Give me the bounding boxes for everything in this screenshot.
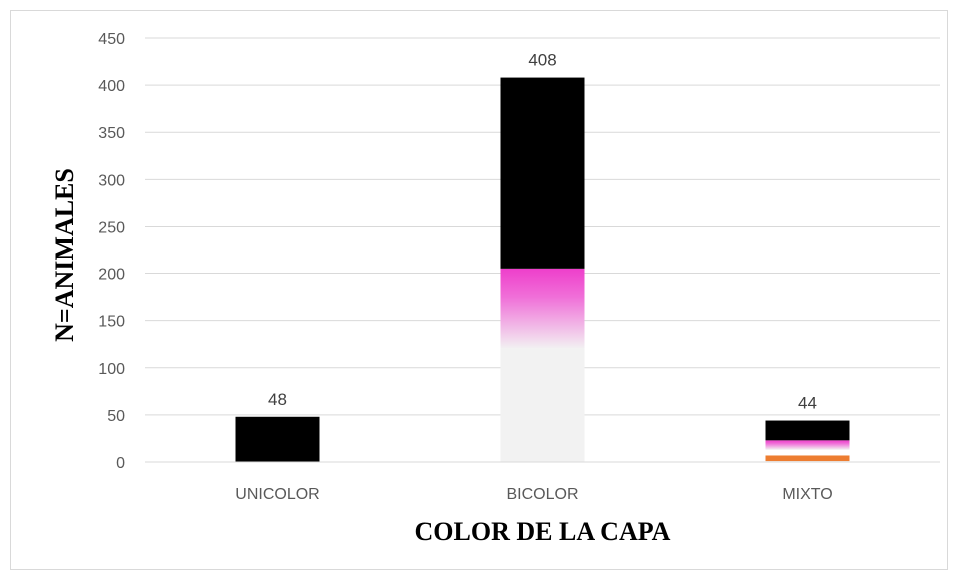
x-tick-label: UNICOLOR — [235, 486, 319, 503]
bar-segment-mixto — [765, 420, 850, 441]
y-axis-tick-labels: 0 50 100 150 200 250 300 350 400 450 — [98, 31, 125, 472]
bar-segment-mixto — [765, 440, 850, 450]
bar-segment-bicolor — [500, 268, 585, 349]
x-tick-label: BICOLOR — [506, 486, 578, 503]
data-label: 44 — [798, 394, 817, 413]
x-axis-title: COLOR DE LA CAPA — [415, 517, 671, 546]
y-tick-label: 150 — [98, 314, 125, 331]
y-tick-label: 450 — [98, 31, 125, 48]
y-tick-label: 300 — [98, 172, 125, 189]
data-labels: 48 408 44 — [268, 51, 817, 413]
data-label: 48 — [268, 390, 287, 409]
y-tick-label: 50 — [107, 408, 125, 425]
x-tick-label: MIXTO — [782, 486, 832, 503]
data-label: 408 — [528, 51, 556, 70]
bar-segment-bicolor — [500, 77, 585, 269]
y-axis-title: N=ANIMALES — [50, 168, 79, 342]
bar-segment-bicolor — [500, 348, 585, 462]
y-tick-label: 250 — [98, 219, 125, 236]
chart-area — [10, 10, 948, 570]
y-tick-label: 0 — [116, 455, 125, 472]
bar-segment-mixto — [765, 455, 850, 462]
bar-segment-unicolor — [235, 416, 320, 462]
y-tick-label: 100 — [98, 361, 125, 378]
x-axis-tick-labels: UNICOLOR BICOLOR MIXTO — [235, 486, 832, 503]
y-tick-label: 400 — [98, 78, 125, 95]
bar-segment-mixto — [765, 449, 850, 456]
bars — [235, 77, 850, 462]
y-tick-label: 200 — [98, 267, 125, 284]
y-tick-label: 350 — [98, 125, 125, 142]
